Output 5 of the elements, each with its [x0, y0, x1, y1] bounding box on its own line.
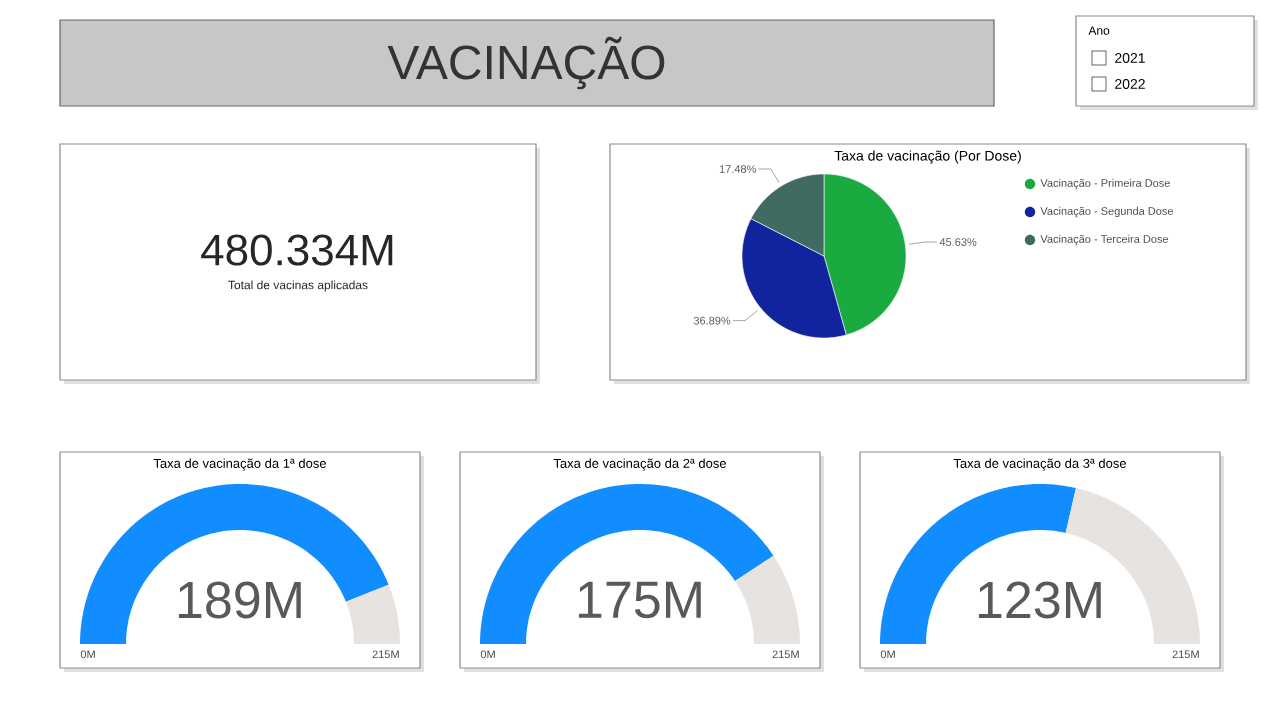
text: VACINAÇÃO: [387, 36, 665, 90]
data-label: 123M: [978, 581, 1101, 619]
data-label: 189M: [178, 581, 301, 619]
text: 480.334M: [201, 234, 393, 266]
data-label: 175M: [578, 581, 701, 619]
